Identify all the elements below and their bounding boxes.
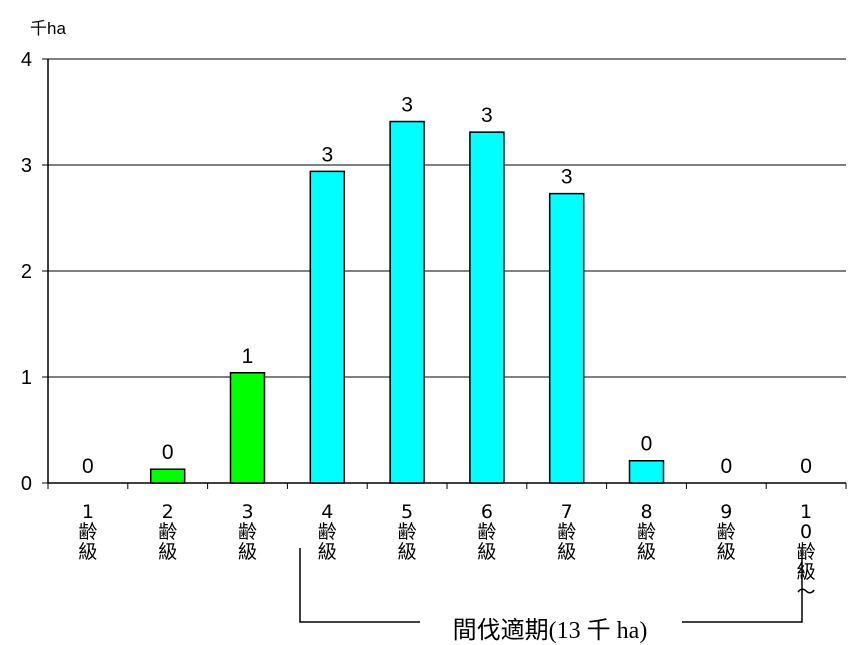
x-tick-label: 1 0 齢級〜 bbox=[797, 501, 816, 603]
bar bbox=[469, 131, 505, 484]
data-label: 3 bbox=[481, 104, 493, 127]
bar bbox=[548, 192, 585, 484]
bar bbox=[389, 120, 425, 484]
data-label: 0 bbox=[641, 433, 653, 456]
bracket-left bbox=[299, 548, 420, 623]
x-tick-label: 3 齢級 bbox=[238, 501, 257, 563]
data-label: 0 bbox=[800, 455, 812, 478]
thinning-period-annotation: 間伐適期(13 千 ha) bbox=[452, 618, 648, 644]
x-tick-label: 2 齢級 bbox=[158, 501, 177, 563]
x-tick-label: 7 齢級 bbox=[557, 501, 576, 563]
data-label: 0 bbox=[162, 441, 174, 464]
data-label: 3 bbox=[401, 94, 413, 117]
y-tick-label: 4 bbox=[21, 49, 32, 71]
bar bbox=[309, 170, 346, 484]
x-tick-label: 9 齢級 bbox=[717, 501, 736, 563]
bar bbox=[628, 459, 665, 484]
data-label: 3 bbox=[321, 143, 333, 166]
data-label: 1 bbox=[242, 345, 254, 368]
bracket-right bbox=[682, 548, 803, 623]
data-label: 0 bbox=[82, 455, 94, 478]
x-tick-label: 5 齢級 bbox=[398, 501, 417, 563]
x-tick-label: 8 齢級 bbox=[637, 501, 656, 563]
x-tick-label: 1 齢級 bbox=[78, 501, 97, 563]
data-label: 3 bbox=[561, 166, 573, 189]
x-tick-label: 4 齢級 bbox=[318, 501, 337, 563]
data-label: 0 bbox=[720, 455, 732, 478]
x-tick-label: 6 齢級 bbox=[477, 501, 496, 563]
y-axis-unit-label: 千ha bbox=[30, 19, 66, 38]
bar bbox=[229, 372, 266, 484]
bar bbox=[149, 468, 186, 484]
y-tick-label: 3 bbox=[21, 155, 32, 177]
y-tick-label: 0 bbox=[21, 473, 32, 495]
y-tick-label: 1 bbox=[21, 367, 32, 389]
y-tick-label: 2 bbox=[21, 261, 32, 283]
